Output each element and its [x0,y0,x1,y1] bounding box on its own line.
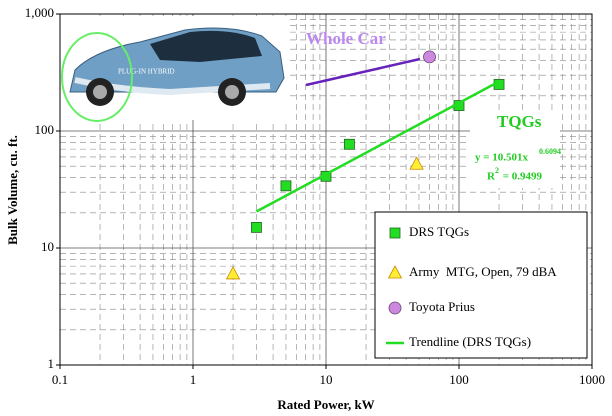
svg-text:PLUG-IN HYBRID: PLUG-IN HYBRID [118,68,175,76]
r-squared: R [487,171,496,183]
annotation-bg [470,112,560,188]
point [344,138,355,150]
x-tick-label: 0.1 [52,372,68,387]
legend-marker [389,227,401,239]
y-tick-label: 1 [48,356,55,371]
y-tick-label: 10 [41,239,54,254]
trendline [255,80,500,213]
x-tick-label: 100 [449,372,469,387]
point [251,221,262,233]
y-tick-label: 100 [35,122,55,137]
legend-marker [387,265,403,279]
x-tick-label: 10 [320,372,333,387]
legend-label: Army MTG, Open, 79 dBA [409,264,557,279]
point [409,156,424,170]
annotation: Whole Car [306,29,386,48]
equation: y = 10.501x [475,152,529,164]
marks [225,50,505,280]
x-tick-label: 1000 [579,372,605,387]
r-squared-value: = 0.9499 [500,171,543,183]
point [423,50,436,64]
annotation-line [305,57,421,87]
legend-label: Toyota Prius [409,299,475,314]
legend-entries: DRS TQGs Army MTG, Open, 79 dBA Toyota Pri… [386,224,557,349]
y-tick-label: 1,000 [25,5,54,20]
legend-label: DRS TQGs [409,224,469,239]
annotation: TQGs [497,112,542,131]
point [280,180,292,192]
car-image: PLUG-IN HYBRID [60,16,290,122]
legend-label: Trendline (DRS TQGs) [409,334,531,349]
point [225,266,241,280]
legend [374,211,588,359]
equation-exponent: 0.6094 [539,147,561,156]
y-axis-label: Bulk Volume, cu. ft. [5,135,20,245]
legend-marker [388,301,402,315]
x-tick-label: 1 [190,372,197,387]
r-squared-exponent: 2 [495,166,499,175]
x-axis-label: Rated Power, kW [277,397,374,412]
